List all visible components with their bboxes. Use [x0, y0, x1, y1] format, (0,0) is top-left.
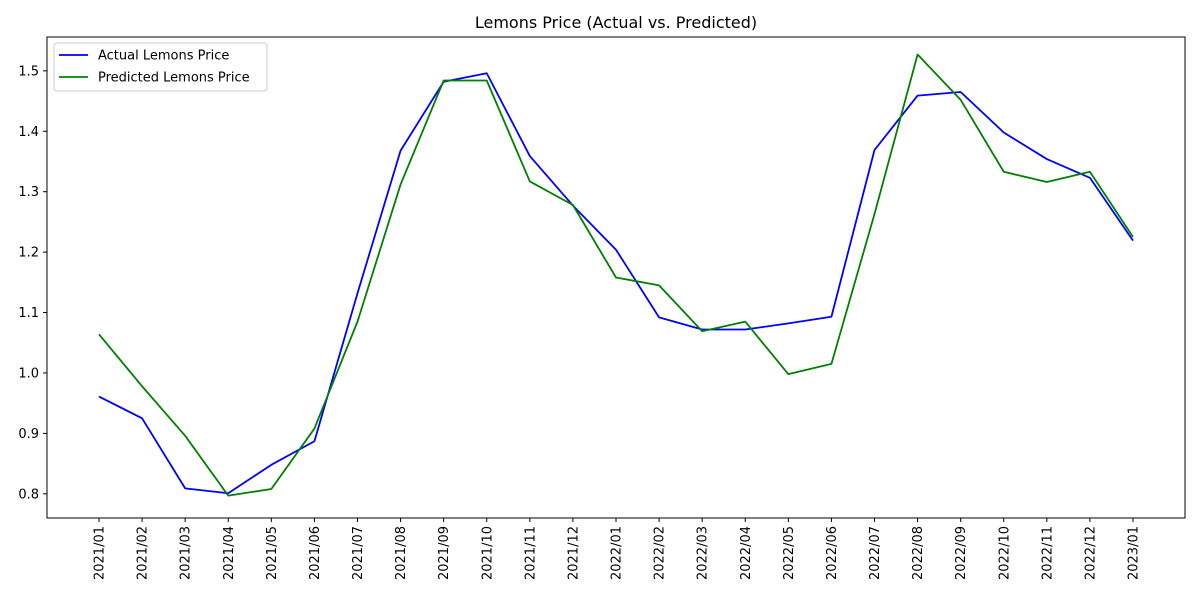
y-tick-label: 1.1 [18, 306, 39, 321]
x-tick-label: 2022/11 [1040, 526, 1055, 580]
series-line-1 [98, 53, 1134, 497]
legend-label-0: Actual Lemons Price [98, 49, 229, 64]
y-tick-label: 1.0 [18, 366, 39, 381]
x-tick-label: 2022/01 [610, 526, 625, 580]
x-tick-label: 2022/05 [782, 526, 797, 580]
y-tick-label: 1.3 [18, 185, 39, 200]
y-tick-label: 1.4 [18, 125, 39, 140]
x-tick-label: 2022/07 [868, 526, 883, 580]
x-tick-label: 2021/03 [179, 526, 194, 580]
x-tick-label: 2021/12 [566, 526, 581, 580]
y-tick-label: 0.9 [18, 427, 39, 442]
legend-label-1: Predicted Lemons Price [98, 71, 250, 86]
legend: Actual Lemons Price Predicted Lemons Pric… [53, 42, 268, 92]
x-tick-label: 2022/03 [696, 526, 711, 580]
y-tick-label: 0.8 [18, 487, 39, 502]
plot-area: 0.8 0.9 1.0 1.1 1.2 1.3 1.4 1.5 2021/01 2021/02 20… [18, 36, 1186, 580]
series-line-0 [98, 72, 1134, 495]
x-tick-label: 2022/02 [653, 526, 668, 580]
x-tick-label: 2021/01 [93, 526, 108, 580]
y-tick-label: 1.2 [18, 246, 39, 261]
x-tick-label: 2021/09 [437, 526, 452, 580]
x-tick-label: 2021/04 [222, 526, 237, 580]
x-tick-label: 2022/12 [1083, 526, 1098, 580]
x-tick-label: 2021/11 [523, 526, 538, 580]
x-tick-label: 2021/06 [308, 526, 323, 580]
x-tick-label: 2021/02 [136, 526, 151, 580]
x-tick-label: 2022/06 [825, 526, 840, 580]
x-tick-label: 2021/10 [480, 526, 495, 580]
legend-box [53, 42, 268, 92]
x-tick-label: 2022/04 [739, 526, 754, 580]
y-tick-label: 1.5 [18, 64, 39, 79]
chart-title: Lemons Price (Actual vs. Predicted) [475, 13, 757, 32]
x-tick-label: 2022/09 [954, 526, 969, 580]
x-tick-label: 2021/07 [351, 526, 366, 580]
x-tick-label: 2022/10 [997, 526, 1012, 580]
x-tick-label: 2022/08 [911, 526, 926, 580]
x-tick-label: 2021/08 [394, 526, 409, 580]
x-tick-label: 2021/05 [265, 526, 280, 580]
x-tick-label: 2023/01 [1127, 526, 1142, 580]
